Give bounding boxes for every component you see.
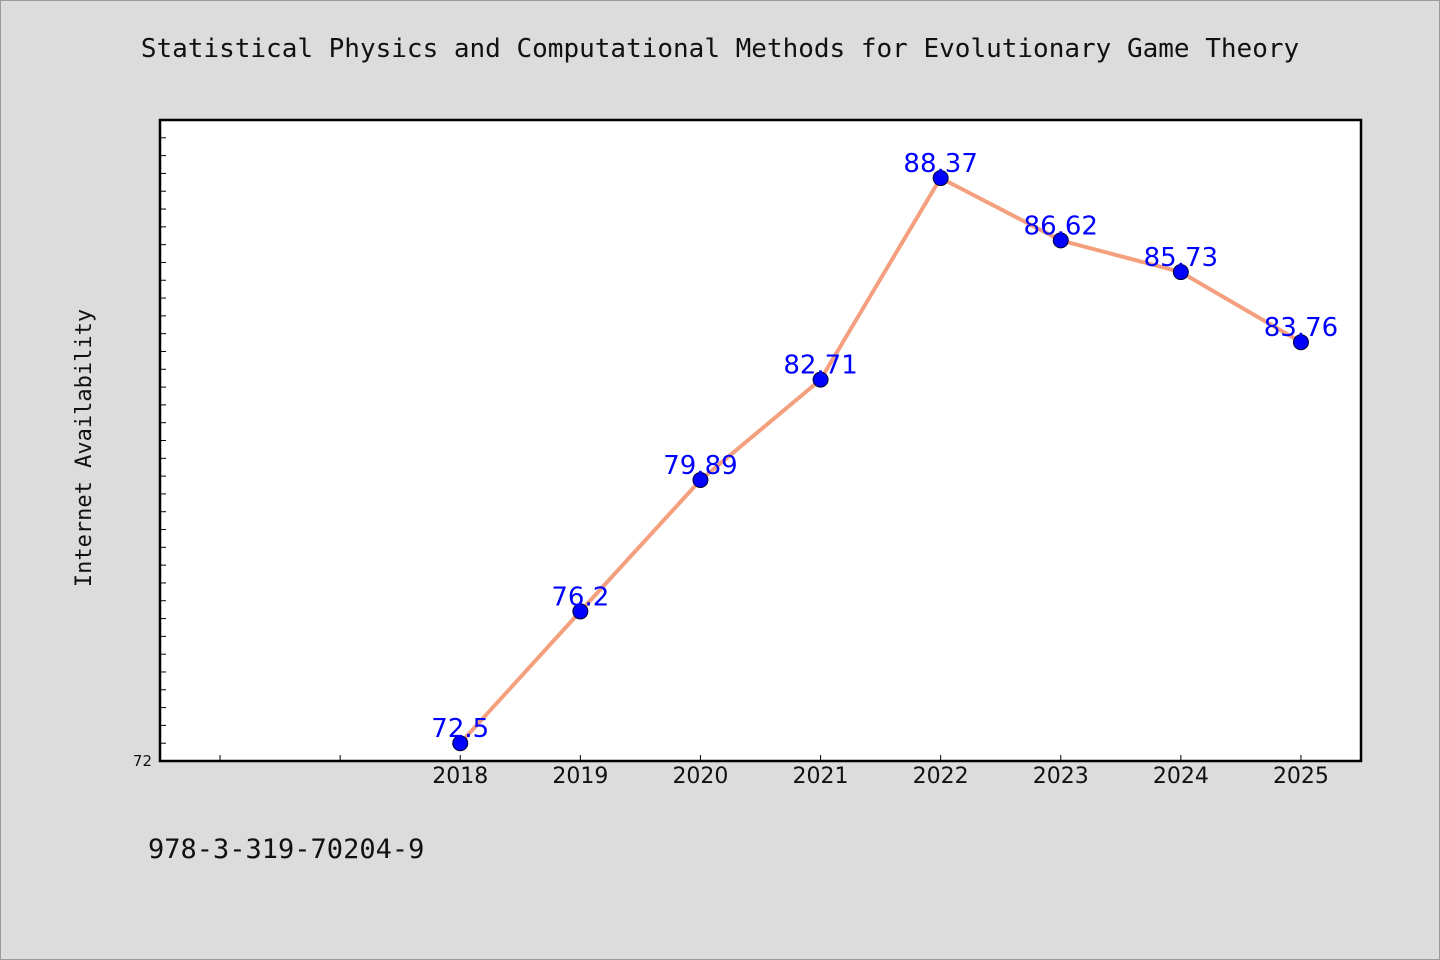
data-label: 79.89 [663, 451, 737, 481]
data-label: 72.5 [431, 714, 489, 744]
data-label: 86.62 [1024, 211, 1098, 241]
data-label: 83.76 [1264, 313, 1338, 343]
y-tick-label: 72 [133, 752, 152, 770]
x-tick-label: 2020 [672, 764, 728, 789]
x-tick-label: 2022 [913, 764, 969, 789]
x-tick-label: 2025 [1273, 764, 1329, 789]
x-tick-label: 2023 [1033, 764, 1089, 789]
data-label: 82.71 [783, 351, 857, 381]
x-tick-label: 2024 [1153, 764, 1209, 789]
x-tick-label: 2019 [552, 764, 608, 789]
data-label: 76.2 [551, 582, 609, 612]
isbn-code: 978-3-319-70204-9 [148, 834, 424, 865]
x-tick-label: 2021 [793, 764, 849, 789]
x-tick-label: 2018 [432, 764, 488, 789]
data-label: 88.37 [903, 149, 977, 179]
data-label: 85.73 [1144, 243, 1218, 273]
plot-area [160, 120, 1361, 761]
y-axis-title: Internet Availability [72, 309, 97, 587]
